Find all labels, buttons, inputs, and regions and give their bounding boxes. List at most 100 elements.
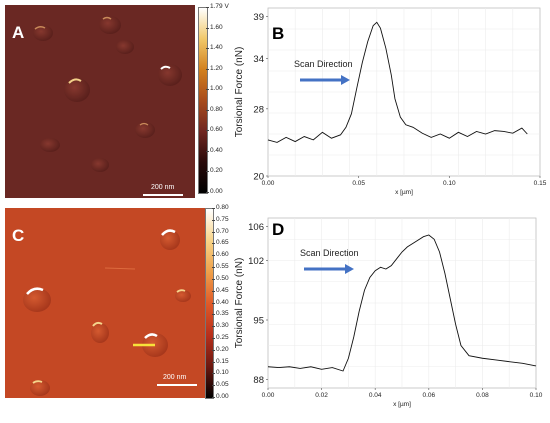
- scalebar-label-a: 200 nm: [151, 184, 175, 191]
- colorbar-tickmark: [212, 397, 215, 398]
- colorbar-tick-label: 0.00: [210, 188, 223, 195]
- colorbar-tickmark: [212, 326, 215, 327]
- colorbar-tickmark: [206, 171, 209, 173]
- y-tick-label: 106: [248, 222, 264, 233]
- colorbar-tick-label: 0.00: [216, 393, 229, 400]
- x-tick-label: 0.04: [369, 392, 382, 399]
- x-tick-label: 0.06: [422, 392, 435, 399]
- colorbar-tickmark: [212, 219, 215, 221]
- panel-c: C 200 nm 0.80 0.75 0.70 0.65 0.60 0.55 0.50 0.4…: [0, 204, 230, 410]
- panel-a: A 200 nm 1.79 V 1.60 1.40 1.20 1.00 0.80 0.60 0…: [0, 0, 230, 200]
- scan-direction-arrowhead: [341, 75, 350, 85]
- colorbar-tickmark: [212, 278, 215, 280]
- panel-letter-a: A: [12, 23, 25, 42]
- colorbar-tick-label: 0.75: [216, 215, 229, 223]
- colorbar-tickmark: [206, 7, 209, 8]
- y-tick-label: 102: [248, 256, 264, 267]
- y-axis-label: Torsional Force (nN): [234, 47, 245, 138]
- series-line: [267, 21, 528, 143]
- y-tick-label: 34: [253, 54, 264, 65]
- colorbar-tick-label: 0.40: [210, 146, 223, 154]
- colorbar-tick-label: 0.80: [216, 204, 229, 211]
- colorbar-tickmark: [212, 337, 215, 339]
- x-tick-label: 0.10: [443, 180, 456, 187]
- panel-letter-d: D: [272, 220, 285, 239]
- colorbar-tick-label: 0.15: [216, 357, 229, 365]
- colorbar-tickmark: [206, 27, 209, 29]
- colorbar-tickmark: [206, 109, 209, 111]
- colorbar-tick-label: 1.40: [210, 44, 223, 52]
- x-axis-label: x [µm]: [393, 401, 411, 408]
- colorbar-tickmark: [212, 231, 215, 233]
- colorbar-a: [198, 7, 208, 194]
- colorbar-tick-label: 0.05: [216, 381, 229, 389]
- colorbar-tickmark: [212, 373, 215, 375]
- colorbar-tickmark: [212, 255, 215, 257]
- colorbar-tickmark: [206, 192, 209, 193]
- afm-image-c-texture: [5, 208, 205, 398]
- y-tick-label: 39: [253, 12, 264, 23]
- scan-direction-label: Scan Direction: [294, 59, 353, 69]
- colorbar-tickmark: [206, 48, 209, 49]
- panel-b: 0.00 0.05 0.10 0.15 20 28 34 39 x [µm] Torsional …: [232, 0, 550, 202]
- y-tick-label: 28: [253, 104, 264, 115]
- colorbar-tick-label: 0.25: [216, 333, 229, 341]
- colorbar-tick-label: 1.60: [210, 23, 223, 31]
- scalebar-c: [157, 384, 197, 386]
- colorbar-tickmark: [212, 243, 215, 245]
- colorbar-tick-label: 0.35: [216, 310, 229, 318]
- scalebar-label-c: 200 nm: [163, 374, 187, 381]
- scalebar-a: [143, 194, 183, 196]
- panel-letter-b: B: [272, 24, 285, 43]
- colorbar-tick-label: 0.30: [216, 322, 229, 330]
- x-tick-label: 0.10: [530, 392, 543, 399]
- colorbar-tick-label: 0.60: [210, 126, 223, 134]
- scan-direction-arrowhead: [345, 264, 354, 274]
- panel-letter-c: C: [12, 226, 25, 245]
- colorbar-tickmark: [212, 349, 215, 351]
- x-tick-label: 0.00: [262, 392, 275, 399]
- colorbar-tick-label: 0.10: [216, 369, 229, 377]
- scan-direction-label: Scan Direction: [300, 248, 359, 258]
- colorbar-tickmark: [206, 130, 209, 132]
- colorbar-tick-label: 0.60: [216, 251, 229, 259]
- x-tick-label: 0.02: [315, 392, 328, 399]
- colorbar-tickmark: [212, 302, 215, 304]
- colorbar-tickmark: [212, 290, 215, 292]
- colorbar-tickmark: [206, 150, 209, 152]
- colorbar-tick-label: 1.20: [210, 64, 223, 72]
- chart-d: 0.00 0.02 0.04 0.06 0.08 0.10 88 95 102 106 x [µm]…: [234, 217, 543, 408]
- colorbar-tickmark: [212, 208, 215, 209]
- colorbar-tick-label: 0.70: [216, 227, 229, 235]
- y-tick-label: 20: [253, 172, 264, 183]
- afm-image-a-texture: [5, 5, 195, 198]
- colorbar-tick-label: 1.79 V: [210, 3, 229, 10]
- colorbar-tick-label: 0.20: [216, 345, 229, 353]
- panel-d: 0.00 0.02 0.04 0.06 0.08 0.10 88 95 102 106 x [µm]…: [232, 210, 550, 418]
- colorbar-tick-label: 0.50: [216, 274, 229, 282]
- x-tick-label: 0.08: [476, 392, 489, 399]
- x-tick-label: 0.15: [534, 180, 547, 187]
- colorbar-tick-label: 0.40: [216, 298, 229, 306]
- y-tick-label: 88: [253, 375, 264, 386]
- x-tick-label: 0.00: [262, 180, 275, 187]
- colorbar-tickmark: [212, 314, 215, 316]
- colorbar-tickmark: [212, 385, 215, 386]
- y-tick-label: 95: [253, 316, 264, 327]
- colorbar-tickmark: [212, 267, 215, 268]
- afm-image-a: A 200 nm: [5, 5, 195, 198]
- x-axis-label: x [µm]: [395, 189, 413, 196]
- colorbar-tick-label: 0.65: [216, 239, 229, 247]
- colorbar-tickmark: [212, 361, 215, 363]
- colorbar-tick-label: 1.00: [210, 85, 223, 93]
- x-tick-label: 0.05: [352, 180, 365, 187]
- colorbar-tick-label: 0.20: [210, 167, 223, 175]
- colorbar-tickmark: [206, 68, 209, 70]
- y-axis-label: Torsional Force (nN): [234, 258, 245, 349]
- chart-b: 0.00 0.05 0.10 0.15 20 28 34 39 x [µm] Torsional …: [234, 7, 547, 196]
- colorbar-c: [205, 208, 214, 399]
- colorbar-tick-label: 0.55: [216, 263, 229, 271]
- colorbar-tick-label: 0.45: [216, 286, 229, 294]
- afm-image-c: C 200 nm: [5, 208, 205, 398]
- colorbar-tick-label: 0.80: [210, 105, 223, 113]
